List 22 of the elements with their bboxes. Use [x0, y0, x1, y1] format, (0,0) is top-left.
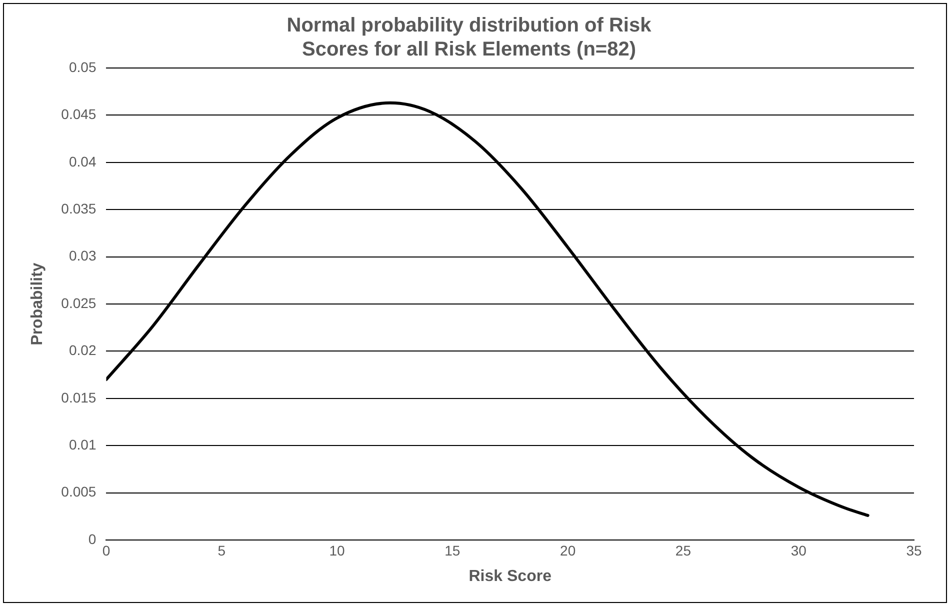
- x-tick-label: 25: [675, 542, 692, 558]
- y-tick-label: 0.015: [61, 389, 96, 406]
- x-axis-title: Risk Score: [468, 568, 552, 585]
- y-tick-label: 0.02: [68, 342, 96, 358]
- x-tick-label: 30: [790, 542, 807, 558]
- y-tick-label: 0.035: [61, 200, 96, 216]
- chart-title: Normal probability distribution of Risk Scores for all Risk Elements (n=82): [286, 14, 652, 61]
- x-tick-label: 15: [444, 542, 460, 558]
- y-tick-label: 0: [88, 530, 96, 547]
- x-tick-label: 20: [560, 542, 576, 558]
- x-tick-label: 5: [218, 542, 226, 558]
- y-tick-label: 0.03: [68, 248, 96, 264]
- y-tick-label: 0.04: [68, 153, 96, 170]
- y-tick-label: 0.045: [61, 106, 96, 122]
- x-tick-label: 0: [102, 542, 110, 558]
- y-tick-label: 0.05: [68, 58, 96, 75]
- x-tick-label: 10: [329, 542, 346, 558]
- x-tick-label: 35: [906, 542, 922, 558]
- y-tick-label: 0.025: [61, 294, 96, 311]
- y-axis-title: Probability: [29, 262, 46, 346]
- y-tick-label: 0.005: [61, 484, 96, 500]
- y-tick-label: 0.01: [68, 436, 96, 452]
